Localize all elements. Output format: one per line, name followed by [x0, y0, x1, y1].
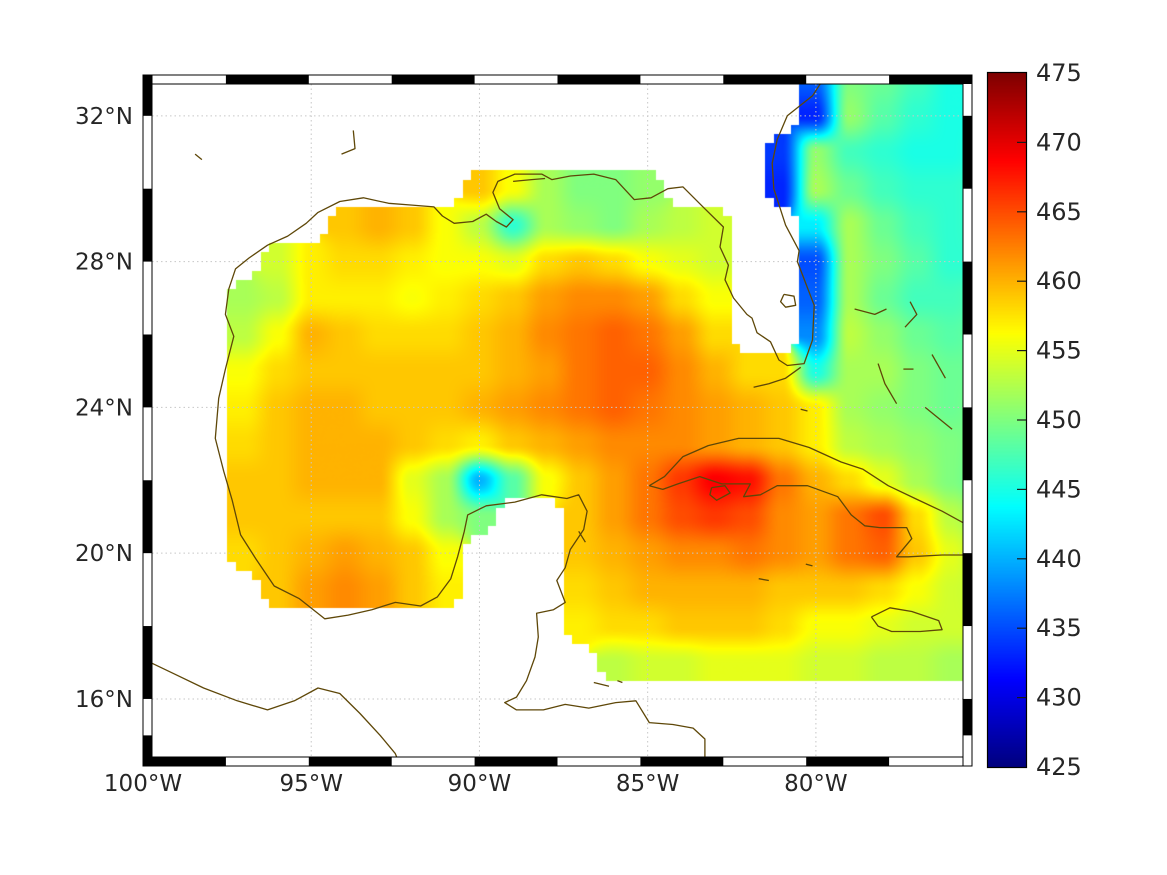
- colorbar-tick-label: 430: [1036, 684, 1082, 712]
- x-tick-label: 90°W: [448, 771, 512, 797]
- y-tick-label: 24°N: [75, 395, 133, 421]
- x-tick-label: 100°W: [104, 771, 182, 797]
- colorbar-tick-label: 425: [1036, 753, 1082, 781]
- colorbar-tick-label: 440: [1036, 545, 1082, 573]
- y-tick-label: 28°N: [75, 250, 133, 276]
- x-tick-label: 80°W: [784, 771, 848, 797]
- colorbar-tick-label: 465: [1036, 198, 1082, 226]
- colorbar-tick-label: 445: [1036, 475, 1082, 503]
- x-tick-label: 95°W: [279, 771, 343, 797]
- colorbar-gradient: [988, 73, 1026, 767]
- colorbar-tick-label: 475: [1036, 59, 1082, 87]
- y-tick-label: 32°N: [75, 104, 133, 130]
- x-tick-label: 85°W: [616, 771, 680, 797]
- colorbar-tick-label: 470: [1036, 128, 1082, 156]
- colorbar-tick-label: 455: [1036, 337, 1082, 365]
- colorbar-tick-label: 435: [1036, 614, 1082, 642]
- y-tick-label: 16°N: [75, 687, 133, 713]
- heatmap-canvas: [143, 75, 972, 766]
- colorbar-tick-label: 450: [1036, 406, 1082, 434]
- y-tick-label: 20°N: [75, 541, 133, 567]
- colorbar-tick-label: 460: [1036, 267, 1082, 295]
